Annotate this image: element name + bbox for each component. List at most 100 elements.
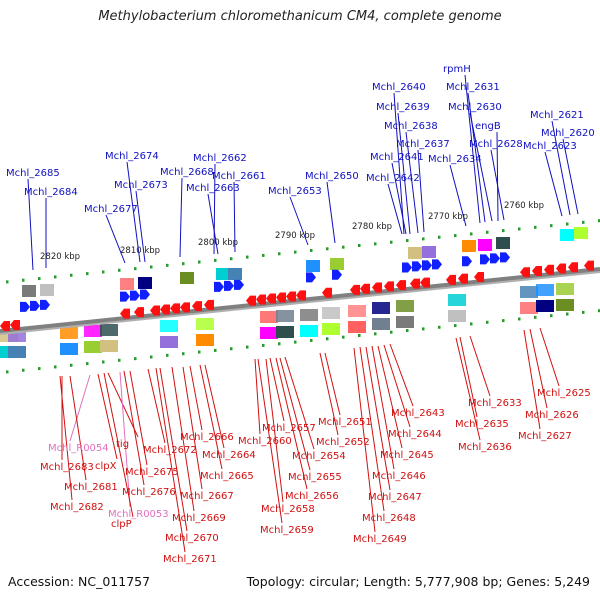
feature-block: [396, 316, 414, 328]
reverse-gene-arrow: [372, 282, 382, 293]
label-leader-line: [417, 149, 425, 233]
gene-label: Mchl_2667: [180, 491, 234, 502]
feature-block: [496, 237, 510, 249]
feature-block: [22, 285, 36, 297]
label-leader-line: [359, 346, 385, 512]
reverse-gene-arrow: [180, 302, 190, 313]
tick-mark: [6, 370, 9, 374]
feature-block: [260, 311, 278, 323]
feature-block: [228, 268, 242, 280]
label-leader-line: [59, 375, 73, 501]
feature-block: [372, 302, 390, 314]
feature-block: [8, 346, 26, 358]
label-leader-line: [389, 343, 414, 407]
gene-label: Mchl_2675: [125, 467, 179, 478]
gene-label: Mchl_2636: [458, 442, 512, 453]
gene-label: Mchl_R0054: [48, 443, 109, 454]
feature-block: [260, 327, 278, 339]
tick-mark: [70, 273, 73, 277]
tick-mark: [518, 317, 521, 321]
tick-mark: [118, 268, 121, 272]
feature-block: [196, 334, 214, 346]
tick-mark: [230, 347, 233, 351]
label-leader-line: [377, 345, 403, 449]
tick-mark: [134, 267, 137, 271]
tick-mark: [294, 340, 297, 344]
tick-mark: [550, 224, 553, 228]
tick-mark: [470, 232, 473, 236]
gene-label: Mchl_2662: [193, 153, 247, 164]
tick-mark: [342, 335, 345, 339]
reverse-gene-arrow: [458, 273, 468, 284]
gene-label: Mchl_2653: [268, 186, 322, 197]
reverse-gene-arrow: [532, 266, 542, 277]
tick-mark: [278, 342, 281, 346]
feature-block: [138, 277, 152, 289]
gene-label: Mchl_2652: [316, 437, 370, 448]
label-leader-line: [405, 131, 419, 234]
gene-label: Mchl_2655: [288, 472, 342, 483]
gene-label: Mchl_2658: [261, 504, 315, 515]
scale-labels: 2820 kbp 2810 kbp 2800 kbp 2790 kbp 2780 kbp…: [40, 201, 544, 262]
feature-block: [40, 284, 54, 296]
tick-mark: [310, 248, 313, 252]
feature-block: [556, 283, 574, 295]
label-leader-line: [135, 190, 146, 263]
genome-backbone: [0, 267, 600, 335]
gene-label: Mchl_2635: [455, 419, 509, 430]
label-leader-line: [353, 347, 376, 533]
tick-mark: [566, 222, 569, 226]
gene-label: Mchl_2648: [362, 513, 416, 524]
feature-block: [574, 227, 588, 239]
reverse-gene-arrow: [286, 291, 296, 302]
label-leader-line: [523, 329, 541, 430]
tick-mark: [438, 235, 441, 239]
reverse-gene-arrow: [10, 319, 20, 330]
reverse-gene-arrow: [160, 304, 170, 315]
tick-mark: [6, 280, 9, 284]
label-leader-line: [319, 352, 339, 436]
tick-mark: [86, 272, 89, 276]
gene-label: Mchl_2673: [114, 180, 168, 191]
gene-label: Mchl_R0053: [108, 509, 169, 520]
gene-label: Mchl_2666: [180, 432, 234, 443]
label-leader-line: [257, 358, 283, 524]
tick-mark: [534, 315, 537, 319]
label-leader-line: [171, 366, 195, 512]
tick-mark: [278, 252, 281, 256]
label-leader-line: [449, 164, 467, 227]
feature-block: [160, 320, 178, 332]
gene-label: Mchl_2660: [238, 436, 292, 447]
reverse-gene-arrow: [256, 294, 266, 305]
forward-gene-arrow: [40, 299, 50, 310]
label-leader-line: [103, 372, 134, 518]
reverse-gene-arrow: [266, 293, 276, 304]
tick-mark: [598, 309, 600, 313]
label-leader-line: [105, 214, 126, 264]
tick-mark: [150, 355, 153, 359]
gene-label: Mchl_2634: [428, 154, 482, 165]
tick-mark: [246, 345, 249, 349]
reverse-gene-arrow: [556, 263, 566, 274]
gene-label: Mchl_2640: [372, 82, 426, 93]
gene-label: Mchl_2671: [163, 554, 217, 565]
label-leader-line: [464, 74, 481, 224]
reverse-gene-arrow: [568, 262, 578, 273]
feature-block: [100, 324, 118, 336]
tick-mark: [102, 270, 105, 274]
tick-mark: [182, 262, 185, 266]
genome-summary: Topology: circular; Length: 5,777,908 bp…: [246, 574, 590, 589]
forward-gene-arrow: [412, 261, 422, 272]
tick-mark: [390, 240, 393, 244]
tick-mark: [118, 358, 121, 362]
label-leader-line: [397, 112, 411, 235]
gene-label: Mchl_2670: [165, 533, 219, 544]
ruler-ticks: [6, 219, 600, 374]
gene-label: Mchl_2631: [446, 82, 500, 93]
label-leader-line: [326, 181, 336, 244]
tick-mark: [534, 225, 537, 229]
feature-block: [448, 310, 466, 322]
label-leader-line: [27, 178, 34, 271]
feature-block: [478, 239, 492, 251]
